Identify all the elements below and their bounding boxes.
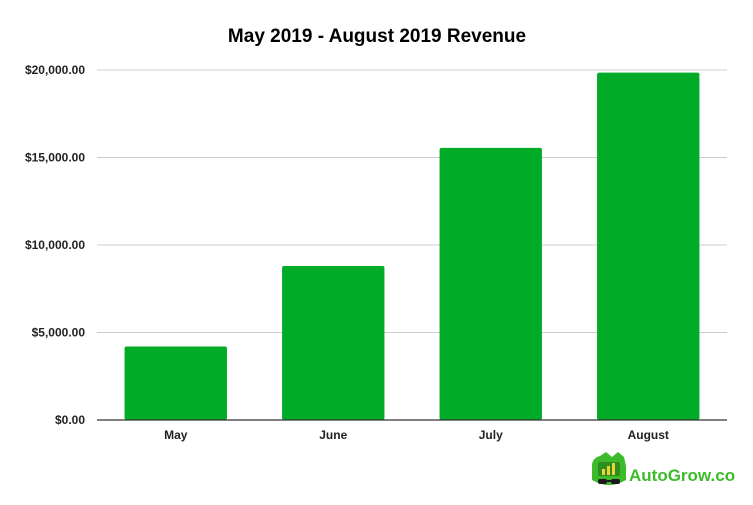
y-tick-label: $10,000.00 — [25, 238, 85, 252]
chart-title: May 2019 - August 2019 Revenue — [228, 26, 526, 47]
autogrow-logo[interactable]: AutoGrow.co — [592, 452, 735, 485]
bar-august — [597, 72, 700, 420]
x-tick-label-june: June — [319, 428, 347, 442]
bar-may — [124, 346, 227, 420]
y-tick-label: $20,000.00 — [25, 63, 85, 77]
logo-text: AutoGrow.co — [629, 466, 735, 485]
bars — [124, 72, 700, 420]
x-tick-label-july: July — [479, 428, 503, 442]
y-tick-label: $15,000.00 — [25, 151, 85, 165]
x-tick-label-may: May — [164, 428, 188, 442]
y-axis-tick-labels: $0.00 $5,000.00 $10,000.00 $15,000.00 $20,00… — [25, 63, 85, 427]
bar-july — [439, 147, 542, 420]
y-tick-label: $5,000.00 — [32, 326, 86, 340]
bar-june — [282, 266, 385, 420]
chart-mascot-icon — [592, 452, 626, 485]
x-axis-tick-labels: May June July August — [164, 428, 669, 442]
x-tick-label-august: August — [628, 428, 669, 442]
y-tick-label: $0.00 — [55, 413, 85, 427]
